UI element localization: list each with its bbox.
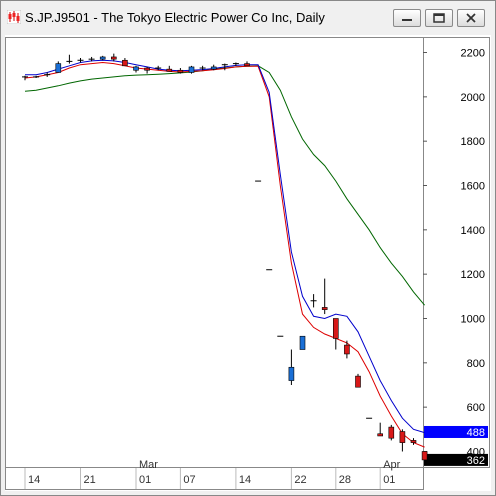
plot-frame: [5, 37, 424, 468]
y-tick-label: 1200: [461, 269, 485, 281]
candle-body: [299, 335, 306, 350]
candle-body: [421, 451, 428, 461]
candle-body: [332, 318, 339, 339]
y-tick-label: 2200: [461, 48, 485, 60]
y-tick-label: 1800: [461, 136, 485, 148]
x-tick-label: 14: [28, 474, 40, 486]
candle-body: [177, 69, 184, 73]
y-tick-label: 1600: [461, 181, 485, 193]
close-icon: [466, 13, 476, 23]
close-button[interactable]: [457, 9, 485, 27]
y-tick-label: 2000: [461, 92, 485, 104]
restore-button[interactable]: [425, 9, 453, 27]
candle-body: [377, 433, 384, 437]
candle-body: [244, 63, 250, 67]
candle-body: [355, 375, 361, 388]
candle-body: [133, 66, 139, 71]
candle-body: [321, 307, 328, 310]
price-chart[interactable]: 2200200018001600140012001000800600400488…: [5, 35, 491, 491]
x-axis-panel: [5, 467, 424, 490]
candle-body: [166, 68, 173, 72]
candle-body: [144, 67, 150, 71]
x-month-label: Mar: [139, 459, 158, 471]
candle-body: [210, 66, 217, 70]
window-title: S.JP.J9501 - The Tokyo Electric Power Co…: [25, 10, 325, 25]
x-tick-label: 14: [239, 474, 251, 486]
price-label-box: [424, 453, 488, 466]
chart-candles-icon: [7, 10, 21, 24]
x-tick-label: 01: [139, 474, 151, 486]
candle-body: [288, 366, 295, 381]
candle-body: [410, 440, 417, 443]
y-tick-label: 1000: [461, 313, 485, 325]
chart-area[interactable]: 2200 2000 1800 1600 1400 1200 1000 800 600 400 488…: [5, 35, 491, 491]
x-tick-label: 01: [383, 474, 395, 486]
candle-body: [344, 344, 350, 355]
price-label: 488: [467, 427, 485, 439]
candle-body: [388, 426, 395, 439]
candle-body: [188, 66, 195, 73]
y-tick-label: 800: [467, 358, 485, 370]
y-tick-label: 1400: [461, 225, 485, 237]
minimize-button[interactable]: [393, 9, 421, 27]
restore-icon: [433, 13, 445, 23]
x-month-label: Apr: [383, 459, 400, 471]
x-tick-label: 28: [339, 474, 351, 486]
y-axis-panel: [423, 37, 490, 468]
minimize-icon: [402, 19, 412, 21]
y-tick-label: 600: [467, 402, 485, 414]
price-label-box: [424, 425, 488, 438]
x-tick-label: 22: [294, 474, 306, 486]
x-tick-label: 07: [183, 474, 195, 486]
x-tick-label: 21: [84, 474, 96, 486]
candle-body: [55, 63, 62, 73]
price-label: 362: [467, 455, 485, 467]
candle-body: [99, 56, 106, 60]
candle-body: [399, 431, 406, 443]
candle-body: [122, 59, 128, 67]
candle-body: [111, 56, 117, 60]
title-bar[interactable]: S.JP.J9501 - The Tokyo Electric Power Co…: [1, 1, 495, 35]
